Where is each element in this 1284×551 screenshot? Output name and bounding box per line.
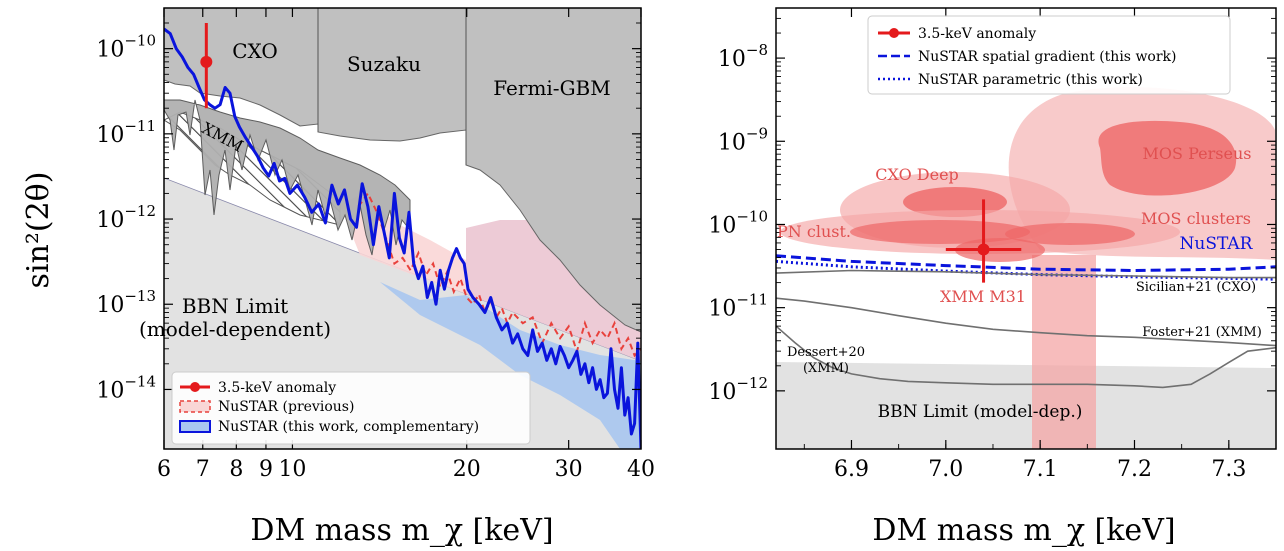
label-fermi: Fermi-GBM xyxy=(493,76,610,100)
right-ytick-label: 10−11 xyxy=(708,291,768,322)
label-dessert-xmm: (XMM) xyxy=(803,361,849,376)
left-legend-anomaly: 3.5-keV anomaly xyxy=(218,380,336,396)
label-nustar: NuSTAR xyxy=(1180,234,1254,254)
right-ytick-label: 10−12 xyxy=(708,374,768,405)
right-xtick-label: 7.2 xyxy=(1117,457,1152,482)
left-xtick-label: 6 xyxy=(157,457,171,482)
label-mos-clusters: MOS clusters xyxy=(1141,209,1251,228)
left-ytick-label: 10−10 xyxy=(96,32,156,63)
left-xtick-label: 7 xyxy=(196,457,210,482)
right-ytick-label: 10−8 xyxy=(718,41,768,72)
label-mos-perseus: MOS Perseus xyxy=(1143,144,1252,163)
left-xtick-label: 10 xyxy=(278,457,306,482)
left-x-axis-label: DM mass m_χ [keV] xyxy=(250,513,553,548)
left-ytick-label: 10−11 xyxy=(96,117,156,148)
region-mos-perseus-core xyxy=(1098,120,1237,196)
series-nustar-spatial-gradient xyxy=(776,254,1276,273)
right-panel: 10−12 10−11 10−10 10−9 10−8 6.9 7.0 7.1 7.2 7.3 C… xyxy=(708,7,1277,482)
left-ytick-label: 10−13 xyxy=(96,287,156,318)
left-xtick-label: 8 xyxy=(229,457,243,482)
label-bbn-limit: BBN Limit xyxy=(182,294,288,318)
anomaly-point-right xyxy=(977,243,990,256)
left-ytick-label: 10−14 xyxy=(96,372,156,403)
right-ytick-label: 10−9 xyxy=(718,124,768,155)
label-dessert: Dessert+20 xyxy=(787,345,865,360)
label-suzaku: Suzaku xyxy=(347,52,421,76)
excluded-region xyxy=(164,8,641,333)
series-foster xyxy=(776,297,1276,347)
anomaly-point xyxy=(200,55,213,68)
label-sicilian: Sicilian+21 (CXO) xyxy=(1136,280,1256,295)
this-work-fill xyxy=(380,282,641,449)
label-pn-clust: PN clust. xyxy=(777,222,851,241)
region-cxo-deep-core xyxy=(903,187,1007,217)
left-xtick-label: 40 xyxy=(627,457,655,482)
series-nustar-this-work xyxy=(164,27,641,449)
label-cxo: CXO xyxy=(232,39,278,63)
right-xtick-label: 7.1 xyxy=(1023,457,1058,482)
right-x-axis-label: DM mass m_χ [keV] xyxy=(872,513,1175,548)
right-legend: 3.5-keV anomaly NuSTAR spatial gradient … xyxy=(867,15,1231,95)
series-sicilian xyxy=(776,269,1276,279)
series-dessert xyxy=(776,325,1276,389)
right-xtick-label: 6.9 xyxy=(834,457,869,482)
label-cxo-deep: CXO Deep xyxy=(875,165,959,184)
region-xmm-m31-band xyxy=(1032,255,1096,449)
label-bbn-limit-right: BBN Limit (model-dep.) xyxy=(878,402,1083,422)
left-ytick-label: 10−12 xyxy=(96,202,156,233)
y-axis-label: sin²(2θ) xyxy=(21,172,56,289)
right-xtick-label: 7.3 xyxy=(1211,457,1246,482)
right-legend-parametric: NuSTAR parametric (this work) xyxy=(918,72,1143,88)
left-xtick-label: 30 xyxy=(555,457,583,482)
left-legend: 3.5-keV anomaly NuSTAR (previous) NuSTAR… xyxy=(171,371,531,445)
right-ytick-label: 10−10 xyxy=(708,207,768,238)
left-legend-this-work: NuSTAR (this work, complementary) xyxy=(218,419,479,435)
right-xtick-label: 7.0 xyxy=(928,457,963,482)
left-xtick-label: 9 xyxy=(259,457,273,482)
label-model-dependent: (model-dependent) xyxy=(139,317,331,341)
left-legend-previous: NuSTAR (previous) xyxy=(218,399,354,415)
left-xtick-label: 20 xyxy=(453,457,481,482)
label-xmm-m31: XMM M31 xyxy=(940,287,1026,306)
right-legend-anomaly: 3.5-keV anomaly xyxy=(918,26,1036,42)
label-foster: Foster+21 (XMM) xyxy=(1142,325,1262,340)
left-frame xyxy=(163,7,642,450)
series-nustar-parametric xyxy=(776,259,1276,281)
bbn-limit-region-right xyxy=(776,362,1276,449)
right-legend-gradient: NuSTAR spatial gradient (this work) xyxy=(918,49,1177,65)
left-panel: 10−14 10−13 10−12 10−11 10−10 6 7 8 9 10 20 30 40 CX… xyxy=(96,7,655,482)
region-mos-clusters-core xyxy=(1005,223,1135,245)
